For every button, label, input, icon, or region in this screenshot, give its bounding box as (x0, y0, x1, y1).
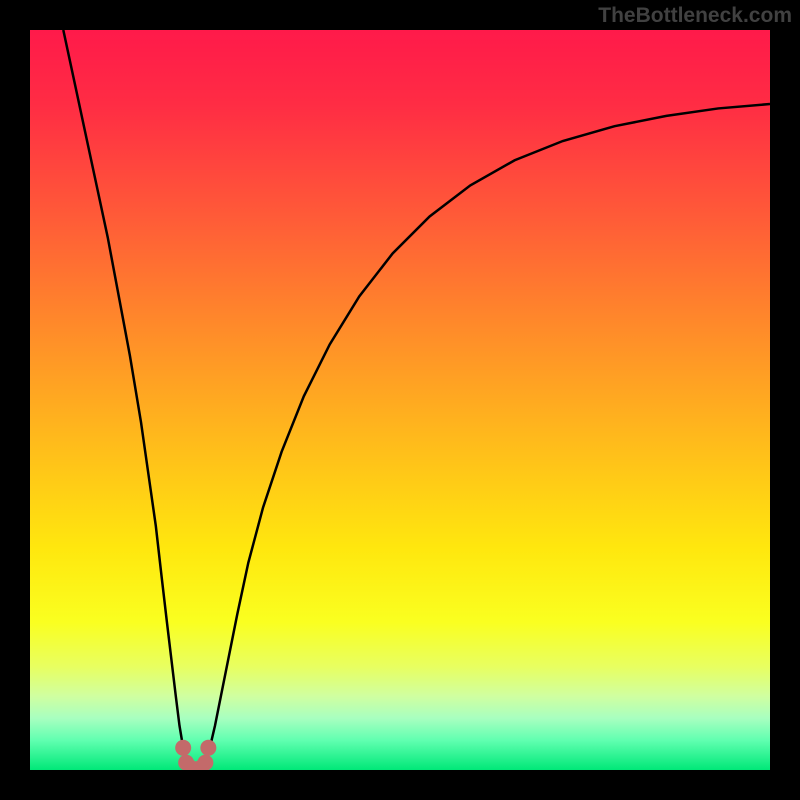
chart-svg (30, 30, 770, 770)
marker-dot (175, 740, 191, 756)
marker-dot (200, 740, 216, 756)
watermark-text: TheBottleneck.com (598, 4, 792, 28)
chart-background (30, 30, 770, 770)
marker-dot (197, 755, 213, 770)
plot-area (30, 30, 770, 770)
chart-frame: TheBottleneck.com (0, 0, 800, 800)
